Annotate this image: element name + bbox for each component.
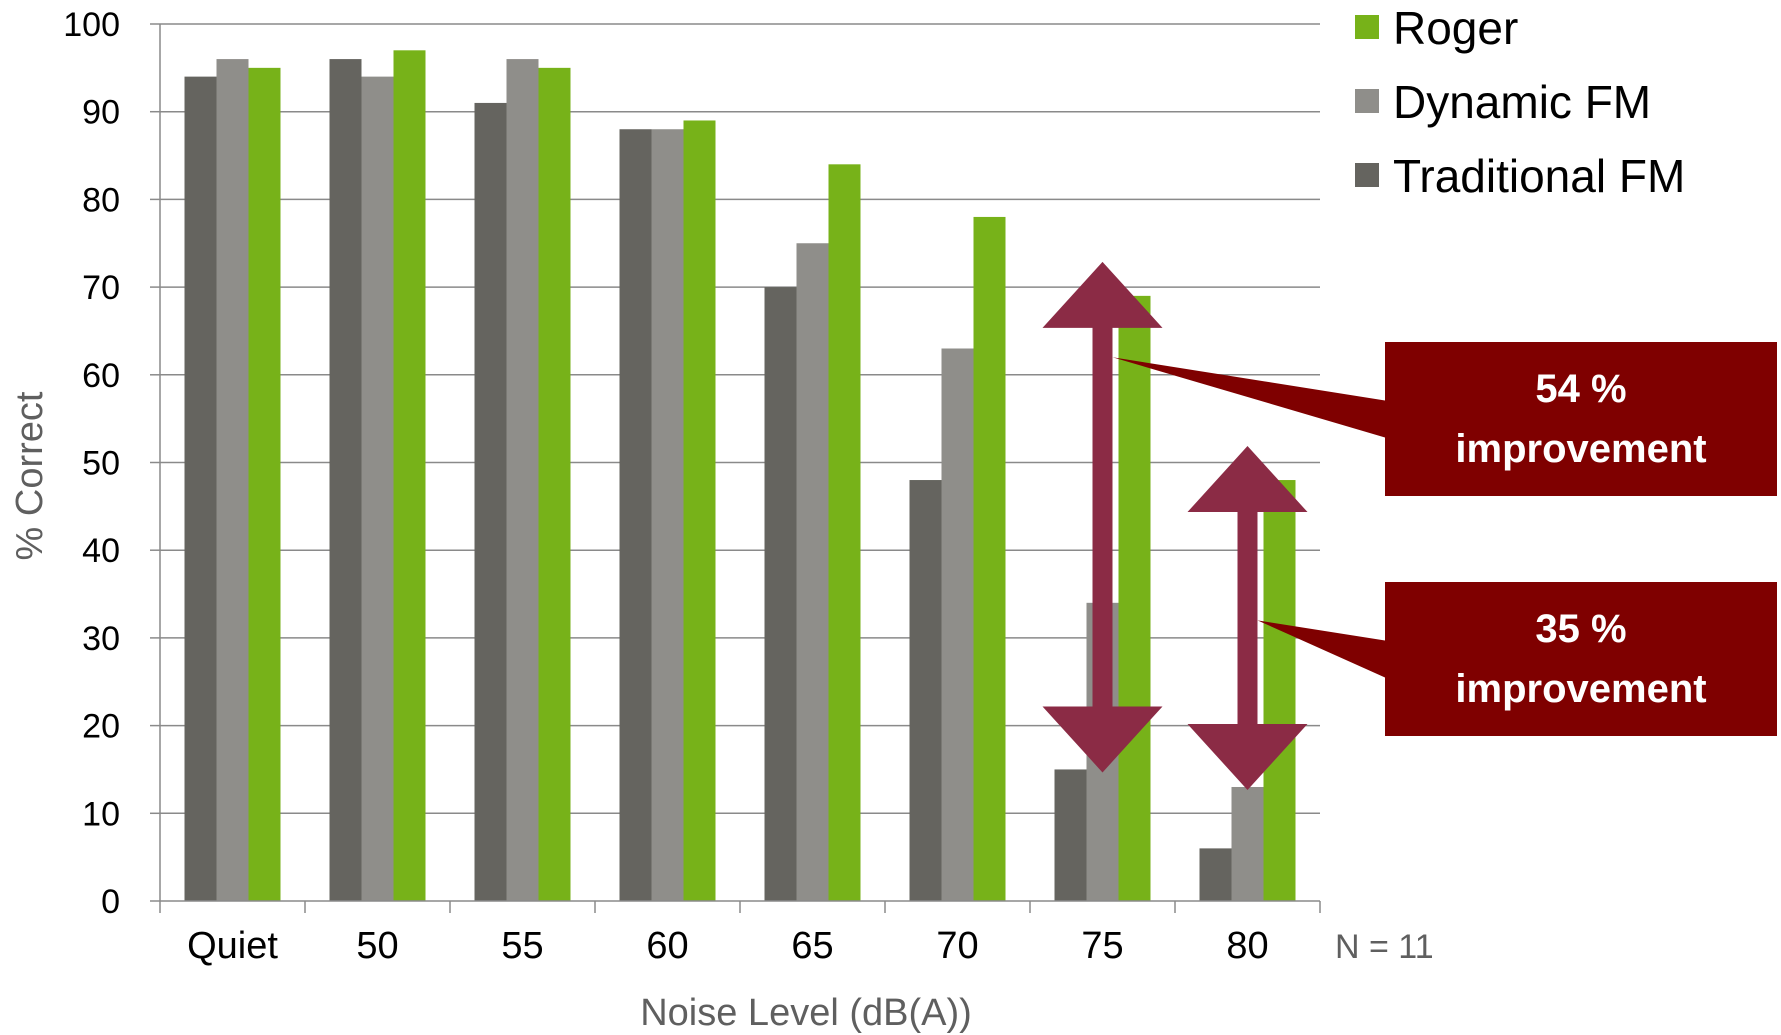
y-tick-label-20: 20 [82, 708, 120, 746]
legend-label-traditional-fm: Traditional FM [1393, 150, 1685, 202]
bar-dynamic-fm-80 [1231, 786, 1264, 901]
bars [184, 50, 1296, 902]
callout-line1-75: 54 % [1535, 367, 1626, 411]
bar-roger-50 [393, 50, 426, 902]
y-tick-label-80: 80 [82, 181, 120, 219]
x-tick-label-60: 60 [646, 925, 688, 967]
y-axis-label: % Correct [9, 391, 51, 560]
y-tick-label-10: 10 [82, 795, 120, 833]
bar-dynamic-fm-60 [651, 129, 684, 902]
y-tick-label-40: 40 [82, 532, 120, 570]
bar-traditional-fm-75 [1054, 769, 1087, 901]
y-tick-label-70: 70 [82, 269, 120, 307]
bar-traditional-fm-80 [1199, 848, 1232, 901]
legend-swatch-dynamic-fm [1355, 89, 1379, 113]
y-tick-label-90: 90 [82, 94, 120, 132]
bar-roger-55 [538, 67, 571, 902]
y-tick-label-0: 0 [101, 883, 120, 921]
bar-traditional-fm-quiet [184, 76, 217, 902]
x-tick-label-55: 55 [501, 925, 543, 967]
bar-traditional-fm-60 [619, 129, 652, 902]
bar-roger-70 [973, 216, 1006, 901]
bar-traditional-fm-55 [474, 102, 507, 902]
bar-roger-65 [828, 164, 861, 901]
legend-label-dynamic-fm: Dynamic FM [1393, 76, 1651, 128]
bar-traditional-fm-70 [909, 480, 942, 901]
y-tick-label-60: 60 [82, 357, 120, 395]
legend-label-roger: Roger [1393, 2, 1518, 54]
sample-size-note: N = 11 [1335, 928, 1434, 966]
x-tick-label-70: 70 [936, 925, 978, 967]
double-arrow-75 [1042, 261, 1163, 773]
bar-roger-60 [683, 120, 716, 902]
callout-box-80 [1257, 582, 1777, 736]
bar-roger-75 [1118, 295, 1151, 901]
callout-line2-80: improvement [1455, 667, 1706, 711]
y-tick-label-100: 100 [63, 6, 120, 44]
y-tick-label-30: 30 [82, 620, 120, 658]
legend: Roger Dynamic FM Traditional FM [1355, 2, 1685, 202]
x-tick-label-65: 65 [791, 925, 833, 967]
legend-swatch-roger [1355, 15, 1379, 39]
bar-traditional-fm-50 [329, 59, 362, 901]
callout-box-75 [1112, 342, 1777, 496]
x-tick-label-quiet: Quiet [187, 925, 278, 967]
bar-dynamic-fm-55 [506, 59, 539, 901]
bar-roger-quiet [248, 67, 281, 902]
double-arrow-80 [1187, 446, 1308, 790]
x-tick-label-75: 75 [1081, 925, 1123, 967]
x-tick-labels: Quiet 50 55 60 65 70 75 80 [187, 925, 1269, 967]
callout-line2-75: improvement [1455, 427, 1706, 471]
y-tick-labels: 0 10 20 30 40 50 60 70 80 90 100 [63, 6, 120, 921]
improvement-annotations: 54 % improvement 35 % improvement [1042, 261, 1777, 790]
x-axis-label: Noise Level (dB(A)) [640, 992, 972, 1034]
bar-dynamic-fm-65 [796, 243, 829, 901]
bar-dynamic-fm-quiet [216, 59, 249, 901]
bar-traditional-fm-65 [764, 287, 797, 902]
bar-roger-80 [1263, 480, 1296, 901]
bar-dynamic-fm-50 [361, 76, 394, 902]
x-tick-label-80: 80 [1226, 925, 1268, 967]
callout-line1-80: 35 % [1535, 607, 1626, 651]
axes [150, 23, 1321, 913]
bar-dynamic-fm-70 [941, 348, 974, 901]
x-tick-label-50: 50 [356, 925, 398, 967]
legend-swatch-traditional-fm [1355, 163, 1379, 187]
y-tick-label-50: 50 [82, 445, 120, 483]
